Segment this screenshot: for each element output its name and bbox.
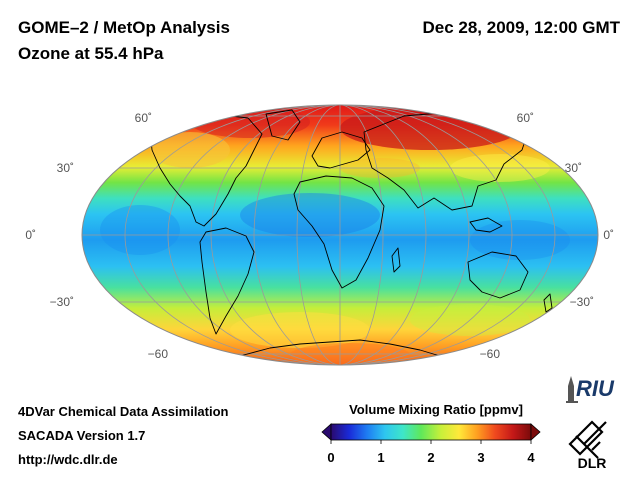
lat-label-left-m60: −60 [148, 347, 169, 361]
coastline-new-zealand [543, 293, 553, 313]
coastline-indonesia [469, 217, 503, 233]
footer-method: 4DVar Chemical Data Assimilation [18, 404, 229, 419]
coastline-australia [467, 251, 529, 299]
coastline-madagascar [391, 247, 401, 273]
coastline-antarctica [239, 339, 441, 357]
colorbar-low-arrow [321, 423, 332, 441]
lat-label-left-60: 60˚ [135, 111, 152, 125]
coastline-africa [293, 175, 385, 289]
coastlines [149, 109, 553, 357]
lat-label-right-30: 30˚ [565, 161, 582, 175]
colorbar [321, 423, 541, 444]
colorbar-tick-0: 0 [327, 450, 335, 465]
coastline-europe [311, 131, 371, 169]
colorbar-high-arrow [530, 423, 541, 441]
coastline-greenland [265, 109, 301, 141]
colorbar-tick-3: 3 [477, 450, 485, 465]
colorbar-gradient [330, 423, 532, 441]
map-border [81, 104, 599, 366]
dlr-logo-text: DLR [578, 455, 607, 470]
lat-label-left-m30: −30˚ [50, 295, 74, 309]
lat-label-left-30: 30˚ [57, 161, 74, 175]
riu-logo: RIU [566, 376, 615, 403]
lat-label-right-m60: −60 [480, 347, 501, 361]
colorbar-tick-1: 1 [377, 450, 385, 465]
riu-logo-text: RIU [576, 376, 615, 401]
coastline-south-america [199, 227, 255, 335]
lat-label-left-0: 0˚ [25, 228, 36, 242]
coastline-north-america [149, 113, 263, 227]
dlr-logo-mark [568, 420, 607, 459]
dlr-logo: DLR [568, 420, 607, 470]
map-datetime: Dec 28, 2009, 12:00 GMT [422, 18, 620, 37]
colorbar-title: Volume Mixing Ratio [ppmv] [349, 402, 523, 417]
map-subtitle: Ozone at 55.4 hPa [18, 44, 164, 63]
footer-version: SACADA Version 1.7 [18, 428, 146, 443]
colorbar-tick-4: 4 [527, 450, 535, 465]
map-title: GOME–2 / MetOp Analysis [18, 18, 230, 37]
lat-label-right-60: 60˚ [517, 111, 534, 125]
colorbar-tick-2: 2 [427, 450, 435, 465]
lat-label-right-m30: −30˚ [570, 295, 594, 309]
lat-label-right-0: 0˚ [603, 228, 614, 242]
footer-url[interactable]: http://wdc.dlr.de [18, 452, 118, 467]
